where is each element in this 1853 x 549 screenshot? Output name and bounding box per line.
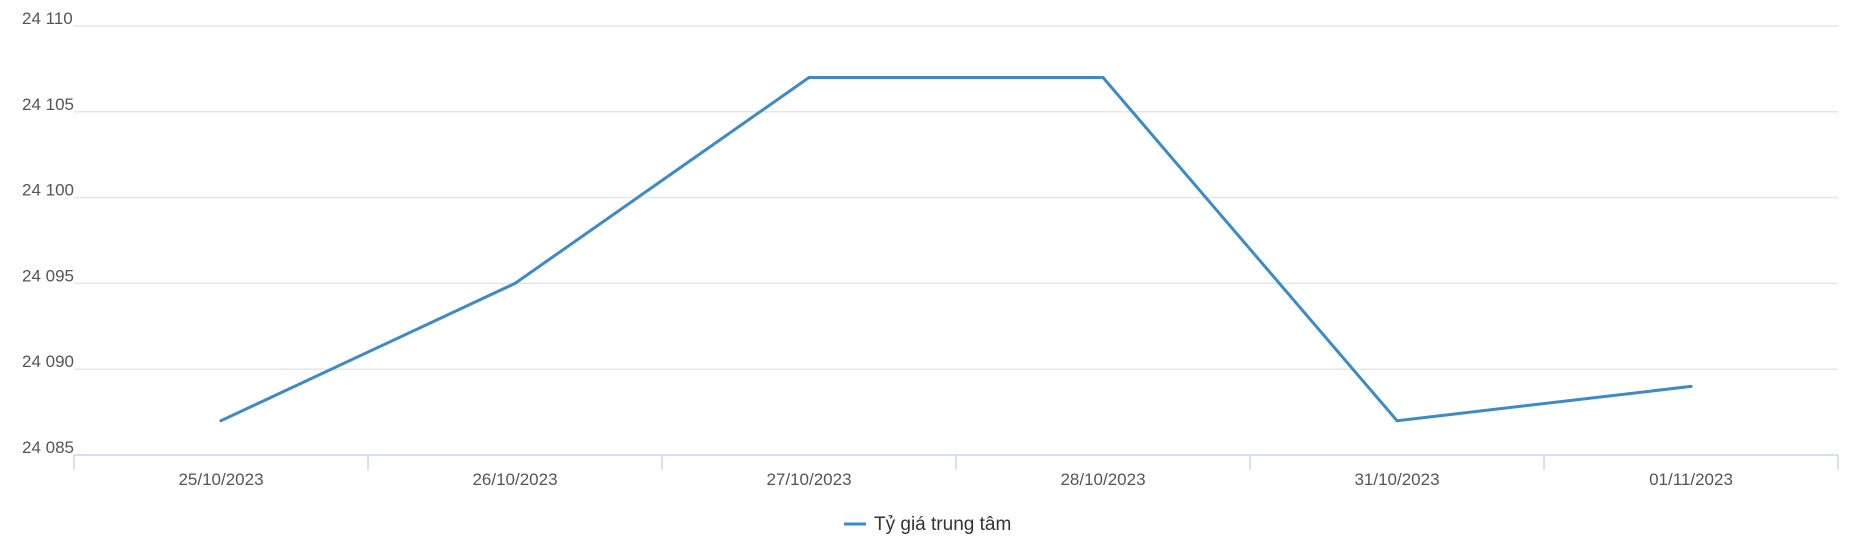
x-tick-label: 01/11/2023: [1649, 470, 1733, 489]
x-tick-label: 28/10/2023: [1060, 470, 1145, 489]
data-point[interactable]: [1395, 419, 1399, 423]
data-point[interactable]: [1101, 75, 1105, 79]
series-layer: [219, 75, 1693, 423]
y-tick-label: 24 095: [22, 266, 74, 285]
data-point[interactable]: [513, 281, 517, 285]
y-tick-label: 24 085: [22, 438, 74, 457]
y-tick-label: 24 105: [22, 95, 74, 114]
x-axis-tick-labels: 25/10/2023 26/10/2023 27/10/2023 28/10/2023…: [178, 470, 1732, 489]
series-line[interactable]: [219, 76, 1693, 423]
legend-item-label[interactable]: Tỷ giá trung tâm: [874, 514, 1011, 535]
y-tick-label: 24 110: [22, 9, 73, 28]
data-point[interactable]: [1689, 384, 1693, 388]
y-axis-tick-labels: 24 085 24 090 24 095 24 100 24 105 24 110: [22, 9, 74, 457]
data-point[interactable]: [807, 75, 811, 79]
legend[interactable]: Tỷ giá trung tâm: [844, 514, 1011, 535]
x-axis: [73, 454, 1839, 470]
x-tick-label: 25/10/2023: [178, 470, 263, 489]
data-point[interactable]: [219, 419, 223, 423]
x-tick-label: 26/10/2023: [472, 470, 557, 489]
x-tick-label: 27/10/2023: [766, 470, 851, 489]
gridlines: [74, 25, 1838, 370]
y-tick-label: 24 100: [22, 181, 74, 200]
y-tick-label: 24 090: [22, 352, 74, 371]
x-tick-label: 31/10/2023: [1354, 470, 1439, 489]
